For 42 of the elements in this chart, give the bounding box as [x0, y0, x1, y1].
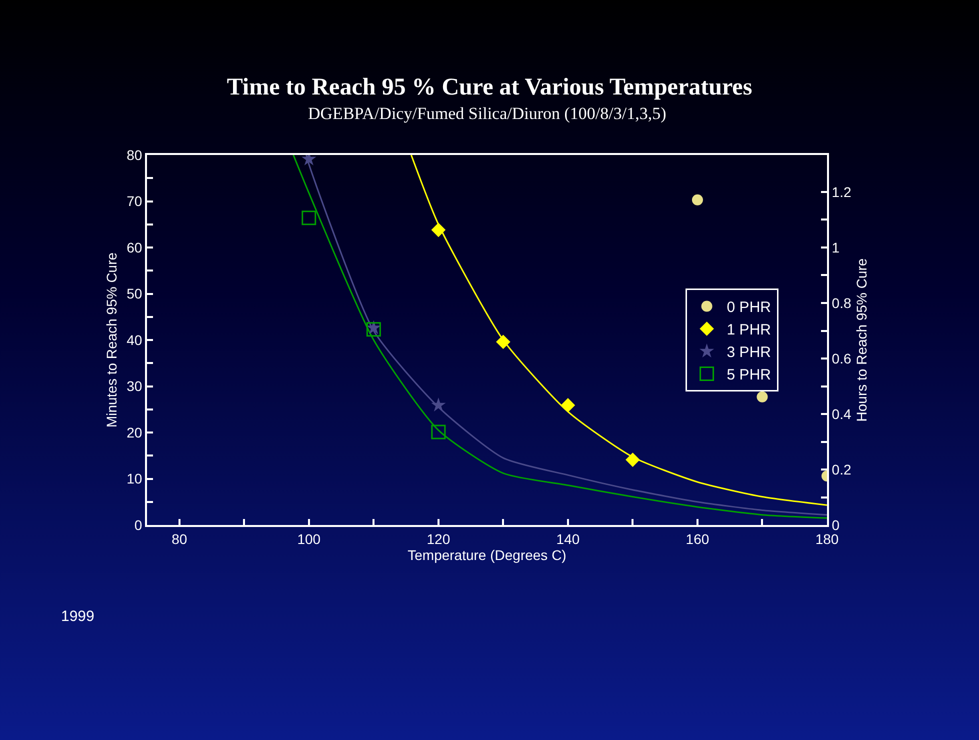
x-tick-label: 100 — [297, 530, 321, 547]
x-tick-label: 80 — [172, 530, 188, 547]
y-axis-title: Minutes to Reach 95% Cure — [104, 252, 120, 428]
point — [626, 452, 640, 467]
y-tick-label: 30 — [126, 378, 142, 394]
y-tick-label: 60 — [126, 239, 142, 256]
x-tick-label: 140 — [556, 530, 580, 547]
point — [560, 398, 576, 412]
point — [431, 424, 446, 440]
x-tick-label: 120 — [426, 530, 450, 547]
point — [496, 334, 510, 349]
y-tick-label: 10 — [126, 470, 142, 487]
y2-tick-label: 0.6 — [832, 350, 852, 366]
legend-label: 0 PHR — [726, 299, 772, 316]
x-axis-title: Temperature (Degrees C) — [408, 546, 566, 563]
chart-subtitle: DGEBPA/Dicy/Fumed Silica/Diuron (100/8/3/1,3,5) — [308, 104, 666, 123]
chart-title: Time to Reach 95 % Cure at Various Temperatures — [226, 74, 752, 100]
y2-tick-label: 0.4 — [832, 406, 852, 422]
point — [431, 398, 446, 412]
y-tick-label: 80 — [126, 146, 142, 163]
y-tick-label: 0 — [134, 516, 142, 533]
point — [431, 222, 446, 238]
y2-axis-title: Hours to Reach 95% Cure — [853, 258, 870, 422]
legend-label: 1 PHR — [726, 322, 772, 339]
point — [756, 391, 768, 402]
y-tick-label: 40 — [126, 332, 142, 348]
y2-tick-label: 0.2 — [832, 461, 852, 478]
line-series — [410, 155, 827, 506]
y2-tick-label: 0.8 — [832, 294, 852, 311]
y2-tick-label: 1.2 — [832, 184, 852, 200]
y-tick-label: 50 — [126, 286, 142, 302]
y-tick-label: 70 — [126, 193, 142, 210]
y2-tick-label: 1 — [832, 239, 840, 256]
legend-label: 3 PHR — [726, 344, 772, 362]
legend-label: 5 PHR — [726, 366, 772, 384]
y-tick-label: 20 — [126, 424, 142, 440]
y2-tick-label: 0 — [832, 516, 840, 533]
text: 1999 — [61, 608, 94, 625]
x-tick-label: 180 — [815, 530, 839, 547]
point — [302, 210, 316, 226]
point — [692, 194, 703, 206]
x-tick-label: 160 — [686, 530, 710, 547]
